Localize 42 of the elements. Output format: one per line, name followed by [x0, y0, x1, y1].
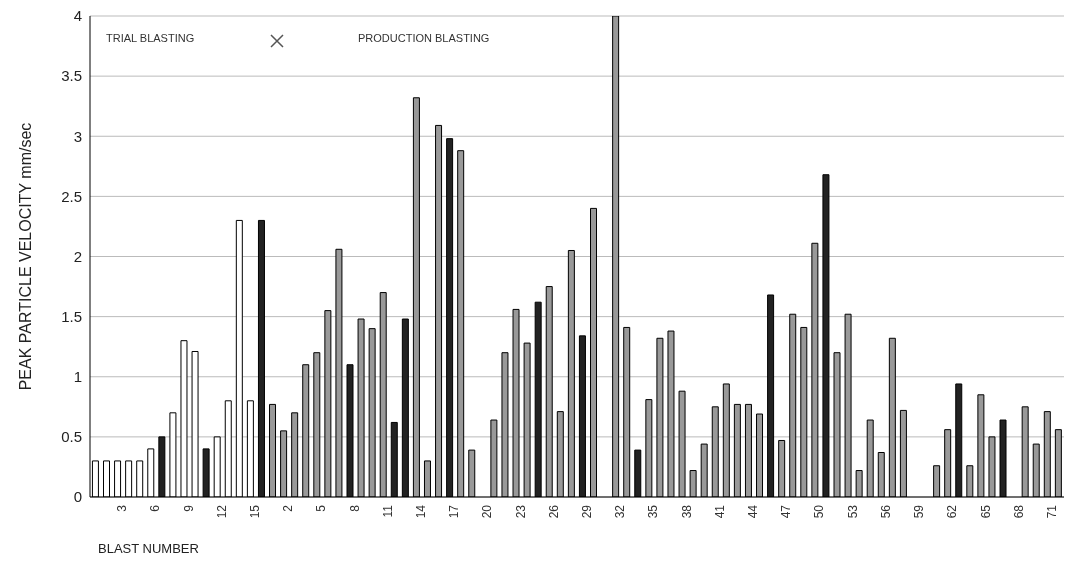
- y-tick-label: 0: [73, 488, 82, 506]
- y-tick-label: 1: [73, 368, 82, 386]
- y-tick-label: 0.5: [61, 428, 82, 446]
- y-axis-title: PEAK PARTICLE VELOCITY mm/sec: [16, 122, 34, 391]
- y-tick-label: 2.5: [61, 187, 82, 205]
- y-tick-label: 4: [73, 7, 82, 25]
- x-tick-label: 38: [679, 504, 694, 519]
- x-tick-label: 3: [115, 504, 130, 512]
- x-tick-label: 9: [181, 504, 196, 512]
- x-tick-label: 29: [580, 504, 595, 519]
- x-tick-label: 14: [414, 504, 429, 519]
- x-tick-label: 5: [314, 504, 329, 512]
- annotation: PRODUCTION BLASTING: [358, 32, 490, 44]
- x-tick-label: 50: [812, 504, 827, 519]
- x-tick-label: 2: [281, 504, 296, 512]
- x-tick-label: 53: [845, 504, 860, 519]
- annotation: TRIAL BLASTING: [106, 32, 195, 44]
- x-axis-title: BLAST NUMBER: [98, 541, 199, 556]
- x-tick-label: 32: [613, 504, 628, 519]
- x-tick-label: 8: [347, 504, 362, 512]
- x-tick-label: 12: [214, 504, 229, 519]
- y-tick-label: 3: [73, 127, 82, 145]
- x-tick-label: 41: [712, 504, 727, 519]
- x-tick-label: 44: [746, 504, 761, 519]
- x-tick-label: 26: [546, 504, 561, 519]
- x-tick-label: 47: [779, 504, 794, 519]
- x-tick-label: 6: [148, 504, 163, 512]
- x-tick-label: 56: [878, 504, 893, 519]
- y-tick-label: 2: [73, 247, 82, 265]
- x-tick-label: 20: [480, 504, 495, 519]
- x-tick-label: 65: [978, 504, 993, 519]
- y-tick-label: 1.5: [61, 307, 82, 325]
- x-tick-label: 71: [1044, 504, 1059, 519]
- x-tick-label: 62: [945, 504, 960, 519]
- x-tick-label: 23: [513, 504, 528, 519]
- y-tick-label: 3.5: [61, 67, 82, 85]
- x-tick-label: 17: [447, 504, 462, 519]
- x-tick-label: 35: [646, 504, 661, 519]
- x-tick-label: 68: [1011, 504, 1026, 519]
- x-tick-label: 59: [912, 504, 927, 519]
- x-tick-label: 11: [380, 504, 395, 518]
- x-tick-label: 15: [248, 504, 263, 519]
